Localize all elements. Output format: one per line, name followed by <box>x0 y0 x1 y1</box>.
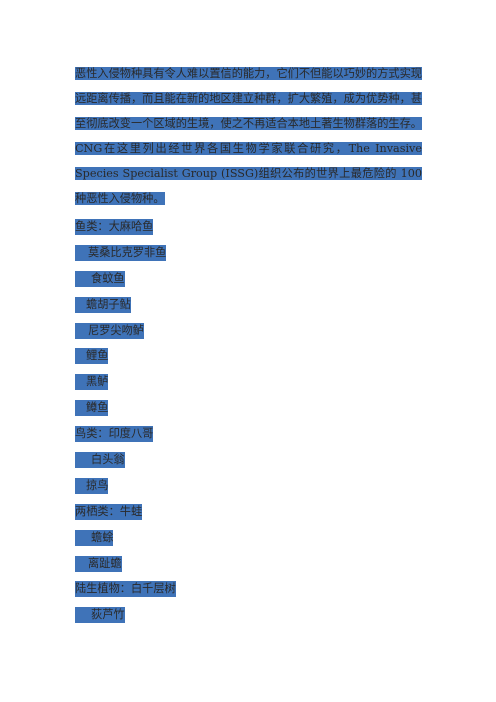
item-text: 蟾胡子鲇 <box>75 296 131 313</box>
intro-paragraph: 恶性入侵物种具有令人难以置信的能力，它们不但能以巧妙的方式实现远距离传播，而且能… <box>75 61 422 211</box>
list-item: 鳟鱼 <box>75 395 176 421</box>
list-item: 蟾蜍 <box>75 525 176 551</box>
item-text: 陆生植物：白千层树 <box>75 581 176 598</box>
list-item: 黑鲈 <box>75 369 176 395</box>
item-text: 鳟鱼 <box>75 400 109 417</box>
item-text: 掠鸟 <box>75 477 109 494</box>
list-item: 蟾胡子鲇 <box>75 292 176 318</box>
paragraph-text: 恶性入侵物种具有令人难以置信的能力，它们不但能以巧妙的方式实现远距离传播，而且能… <box>75 67 422 205</box>
list-item: 鸟类：印度八哥 <box>75 421 176 447</box>
item-text: 两栖类：牛蛙 <box>75 503 143 520</box>
list-item: 离趾蟾 <box>75 551 176 577</box>
item-text: 黑鲈 <box>75 374 109 391</box>
list-item: 鲤鱼 <box>75 343 176 369</box>
list-item: 鱼类：大麻哈鱼 <box>75 214 176 240</box>
list-item: 白头翁 <box>75 447 176 473</box>
item-text: 鲤鱼 <box>75 348 109 365</box>
list-item: 两栖类：牛蛙 <box>75 499 176 525</box>
item-text: 荻芦竹 <box>75 607 125 624</box>
list-item: 陆生植物：白千层树 <box>75 576 176 602</box>
item-text: 尼罗尖吻鲈 <box>75 322 144 339</box>
item-text: 蟾蜍 <box>75 529 114 546</box>
item-text: 莫桑比克罗非鱼 <box>75 244 167 261</box>
item-text: 离趾蟾 <box>75 555 122 572</box>
species-list: 鱼类：大麻哈鱼 莫桑比克罗非鱼 食蚊鱼蟾胡子鲇尼罗尖吻鲈鲤鱼黑鲈鳟鱼鸟类：印度八哥白… <box>75 214 176 628</box>
item-text: 鸟类：印度八哥 <box>75 426 154 443</box>
item-text: 食蚊鱼 <box>75 270 125 287</box>
list-item: 掠鸟 <box>75 473 176 499</box>
list-item: 尼罗尖吻鲈 <box>75 318 176 344</box>
list-item: 食蚊鱼 <box>75 266 176 292</box>
list-item: 荻芦竹 <box>75 602 176 628</box>
item-text: 白头翁 <box>75 452 125 469</box>
item-text: 鱼类：大麻哈鱼 <box>75 219 154 235</box>
list-item: 莫桑比克罗非鱼 <box>75 240 176 266</box>
